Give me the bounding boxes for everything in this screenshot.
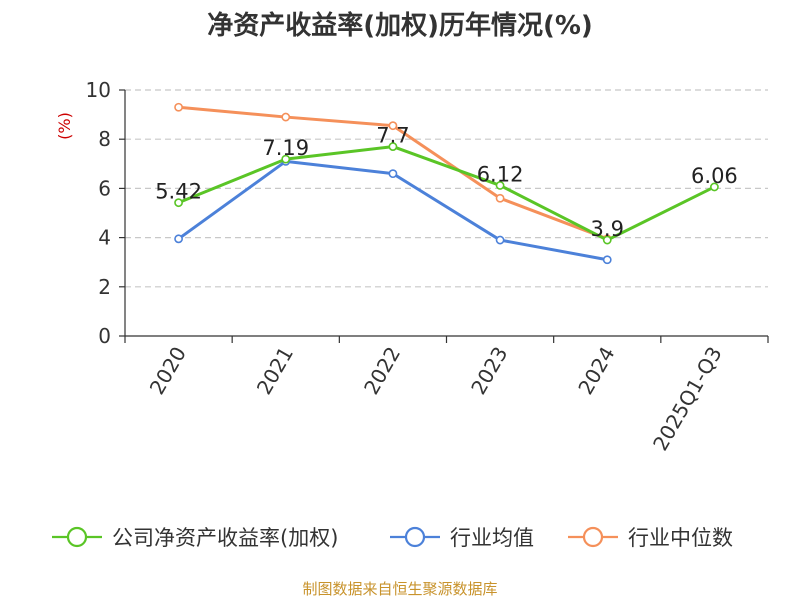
series-1-point-3 [495, 235, 505, 245]
series-lines [174, 102, 719, 265]
y-tick-label-6: 6 [98, 176, 111, 200]
series-0-point-2 [388, 142, 398, 151]
legend-marker-1 [404, 526, 426, 548]
x-tick-label-5: 2025Q1-Q3 [648, 343, 727, 455]
legend-label-0: 公司净资产收益率(加权) [112, 526, 338, 550]
x-tick-label-4: 2024 [573, 343, 619, 399]
chart-title: 净资产收益率(加权)历年情况(%) [207, 10, 593, 41]
x-tick-label-0: 2020 [145, 343, 191, 399]
x-tick-label-3: 2023 [466, 343, 512, 399]
series-0-point-0 [174, 198, 183, 208]
series-0-point-4 [602, 235, 612, 245]
series-1-point-0 [174, 234, 183, 244]
legend-marker-0 [66, 526, 88, 548]
legend: 公司净资产收益率(加权) 行业均值 行业中位数 [52, 526, 733, 550]
series-1-point-4 [602, 255, 612, 265]
data-label-1: 7.19 [262, 136, 309, 160]
series-2-point-0 [174, 102, 183, 112]
series-2-point-3 [495, 193, 505, 203]
legend-marker-2 [582, 526, 604, 548]
series-1-point-2 [388, 169, 398, 179]
series-line-0 [178, 145, 716, 242]
series-2-point-1 [281, 112, 291, 122]
series-0-point-3 [495, 181, 505, 190]
legend-label-2: 行业中位数 [628, 526, 733, 550]
data-labels: 5.42 7.19 7.7 6.12 3.9 6.06 [155, 124, 738, 241]
data-label-2: 7.7 [376, 124, 409, 148]
data-label-0: 5.42 [155, 180, 202, 204]
series-0-point-1 [281, 154, 291, 164]
y-tick-label-10: 10 [86, 78, 111, 102]
axes: 0 2 4 6 8 10 2020 2021 2022 2023 2024 2025Q1-Q3 [86, 78, 769, 455]
y-tick-label-0: 0 [98, 324, 111, 348]
y-tick-label-4: 4 [98, 226, 111, 250]
y-tick-label-8: 8 [98, 127, 111, 151]
series-0-point-5 [710, 182, 719, 192]
gridlines [125, 89, 768, 288]
x-tick-label-1: 2021 [252, 343, 298, 399]
y-axis-unit: (%) [55, 112, 74, 140]
legend-label-1: 行业均值 [450, 526, 534, 550]
data-label-4: 3.9 [591, 217, 624, 241]
x-tick-label-2: 2022 [359, 343, 405, 399]
series-2-point-2 [388, 121, 398, 131]
y-tick-label-2: 2 [98, 275, 111, 299]
data-label-3: 6.12 [477, 162, 524, 186]
data-source-note: 制图数据来自恒生聚源数据库 [302, 580, 497, 598]
data-label-5: 6.06 [691, 164, 738, 188]
